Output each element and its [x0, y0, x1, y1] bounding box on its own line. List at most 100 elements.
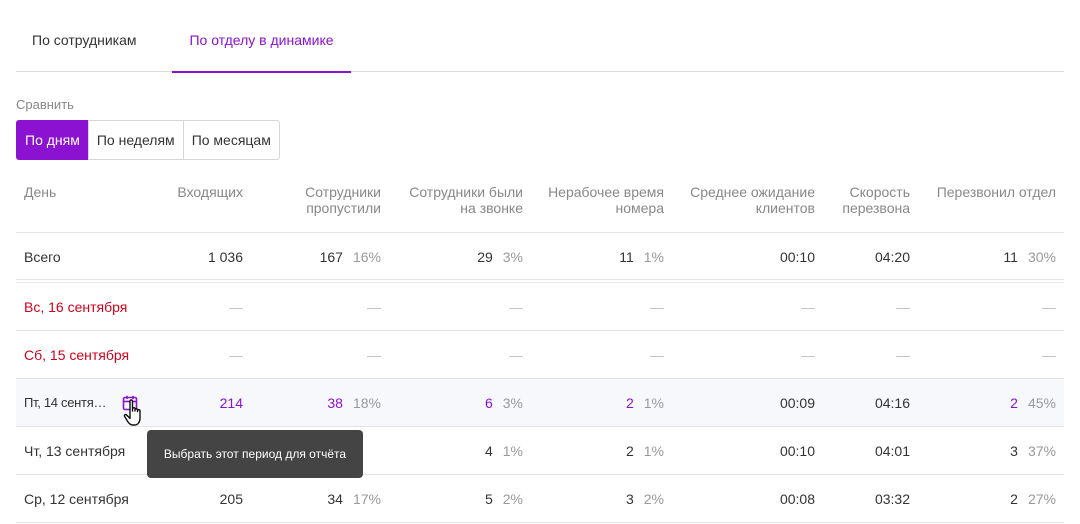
percent: 1% [643, 395, 664, 411]
row-day: Пт, 14 сентября [24, 379, 110, 427]
cell-on-call: 4 1% [485, 427, 523, 475]
percent: 37% [1027, 443, 1056, 459]
cell-avg-wait: 00:09 [779, 395, 815, 411]
row-day: Чт, 13 сентября [24, 443, 126, 459]
column-header-on-call[interactable]: Сотрудники были на звонке [409, 184, 523, 216]
percent: 1% [502, 443, 523, 459]
header-line: клиентов [755, 200, 815, 216]
compare-label: Сравнить [16, 97, 74, 112]
column-header-incoming[interactable]: Входящих [177, 184, 243, 200]
percent: 2% [502, 491, 523, 507]
cell-callback-speed: 03:32 [874, 491, 910, 507]
column-header-missed[interactable]: Сотрудники пропустили [305, 184, 381, 216]
cell-off-hours: 2 1% [626, 427, 664, 475]
header-line: Среднее ожидание [690, 184, 815, 200]
cell-missed: 167 16% [320, 233, 381, 281]
percent: 16% [352, 249, 381, 265]
cell-empty: — [367, 347, 381, 363]
column-header-called-back[interactable]: Перезвонил отдел [936, 184, 1056, 200]
cell-empty: — [801, 347, 815, 363]
header-line: Сотрудники были [409, 184, 523, 200]
row-day: Всего [24, 249, 61, 265]
percent: 45% [1027, 395, 1056, 411]
active-tab-underline [172, 71, 351, 73]
value: 3 [1010, 443, 1018, 459]
row-day: Сб, 15 сентября [24, 347, 130, 363]
compare-segmented-control: По дням По неделям По месяцам [16, 120, 280, 160]
header-line: Сотрудники [305, 184, 381, 200]
header-line: Нерабочее время [548, 184, 664, 200]
cell-empty: — [229, 347, 243, 363]
compare-by-months-button[interactable]: По месяцам [182, 120, 280, 160]
cell-called-back[interactable]: 2 45% [1010, 379, 1056, 427]
table-row-hovered[interactable]: Пт, 14 сентября 214 38 18% 6 3% 2 1% 00:09 … [16, 379, 1064, 427]
cell-avg-wait: 00:08 [779, 491, 815, 507]
tab-by-employees[interactable]: По сотрудникам [32, 32, 137, 48]
cell-callback-speed: 04:16 [874, 395, 910, 411]
row-day: Ср, 12 сентября [24, 491, 129, 507]
cell-callback-speed: 04:01 [874, 443, 910, 459]
value: 3 [625, 491, 634, 507]
value: 11 [619, 249, 634, 265]
value: 167 [319, 249, 343, 265]
cell-callback-speed: 04:20 [874, 249, 910, 265]
percent: 1% [643, 249, 664, 265]
table-row[interactable]: Вс, 16 сентября — — — — — — — [16, 283, 1064, 331]
cell-on-call[interactable]: 6 3% [485, 379, 523, 427]
percent: 27% [1027, 491, 1056, 507]
tab-label: По отделу в динамике [189, 32, 334, 48]
value: 2 [1010, 491, 1018, 507]
cell-incoming: 1 036 [207, 249, 243, 265]
value: 4 [484, 443, 493, 459]
cell-called-back: 2 27% [1010, 475, 1056, 523]
cell-empty: — [650, 299, 664, 315]
row-day: Вс, 16 сентября [24, 299, 128, 315]
row-day-label: Пт, 14 сентября [24, 395, 110, 410]
cell-empty: — [896, 299, 910, 315]
table-row[interactable]: Сб, 15 сентября — — — — — — — [16, 331, 1064, 379]
cell-off-hours[interactable]: 2 1% [626, 379, 664, 427]
cell-empty: — [801, 299, 815, 315]
value: 2 [625, 443, 634, 459]
column-header-off-hours[interactable]: Нерабочее время номера [548, 184, 664, 216]
value-link[interactable]: 2 [1010, 395, 1018, 411]
cell-empty: — [650, 347, 664, 363]
cell-incoming-link[interactable]: 214 [219, 395, 243, 411]
header-line: пропустили [306, 200, 381, 216]
tab-department-dynamics[interactable]: По отделу в динамике [172, 0, 351, 73]
cell-empty: — [896, 347, 910, 363]
header-line: на звонке [460, 200, 523, 216]
cell-avg-wait: 00:10 [779, 249, 815, 265]
compare-by-weeks-button[interactable]: По неделям [87, 120, 184, 160]
cell-missed: 34 17% [327, 475, 381, 523]
cell-empty: — [367, 299, 381, 315]
cell-called-back: 11 30% [1003, 233, 1056, 281]
cell-called-back: 3 37% [1010, 427, 1056, 475]
cell-off-hours: 3 2% [626, 475, 664, 523]
table-row[interactable]: Чт, 13 сентября 4 1% 2 1% 00:10 04:01 3 37% [16, 427, 1064, 475]
compare-by-days-button[interactable]: По дням [16, 120, 89, 160]
value-link[interactable]: 6 [484, 395, 493, 411]
table-row[interactable]: Ср, 12 сентября 205 34 17% 5 2% 3 2% 00:08 … [16, 475, 1064, 523]
cell-off-hours: 11 1% [619, 233, 664, 281]
percent: 3% [502, 249, 523, 265]
cell-empty: — [509, 347, 523, 363]
column-header-day[interactable]: День [24, 184, 57, 200]
cell-empty: — [229, 299, 243, 315]
table-row-total: Всего 1 036 167 16% 29 3% 11 1% 00:10 04:20… [16, 232, 1064, 283]
value-link[interactable]: 38 [327, 395, 343, 411]
value-link[interactable]: 2 [625, 395, 634, 411]
percent: 18% [352, 395, 381, 411]
cell-on-call: 5 2% [485, 475, 523, 523]
value: 5 [484, 491, 493, 507]
cell-missed[interactable]: 38 18% [327, 379, 381, 427]
value: 34 [327, 491, 343, 507]
select-period-tooltip: Выбрать этот период для отчёта [147, 430, 363, 478]
tab-bar: По сотрудникам По отделу в динамике [16, 0, 1064, 73]
percent: 2% [643, 491, 664, 507]
header-line: номера [615, 200, 664, 216]
cell-incoming: 205 [219, 491, 243, 507]
column-header-avg-wait[interactable]: Среднее ожидание клиентов [690, 184, 815, 216]
percent: 1% [643, 443, 664, 459]
column-header-callback-speed[interactable]: Скорость перезвона [842, 184, 910, 216]
